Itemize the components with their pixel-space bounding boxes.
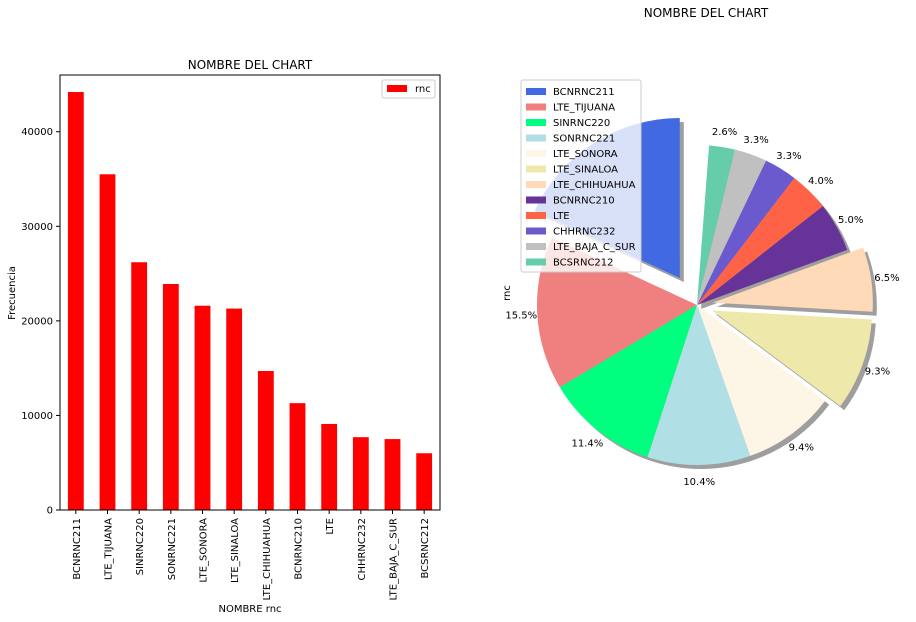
bar [162,283,179,510]
x-tick-label: CHHRNC232 [357,518,368,581]
pie-percent-label: 4.0% [808,176,833,187]
pie-percent-label: 2.6% [712,127,737,138]
bar [194,305,211,510]
bar-chart-title: NOMBRE DEL CHART [188,58,313,72]
pie-legend-swatch [526,150,546,157]
y-tick-label: 30000 [21,222,53,233]
bar-legend: rnc [381,79,436,99]
x-tick-label: LTE_SONORA [199,518,210,583]
pie-legend-label: BCNRNC211 [553,87,615,98]
pie-legend-label: LTE_CHIHUAHUA [553,180,636,191]
pie-slice [697,177,823,305]
pie-chart-title: NOMBRE DEL CHART [644,6,769,20]
pie-legend: BCNRNC211 LTE_TIJUANA SINRNC220 SONRNC221 LT… [520,79,642,273]
bar [226,308,243,510]
pie-legend-swatch [526,165,546,173]
pie-legend-label: LTE_SINALOA [553,165,618,176]
pie-chart: NOMBRE DEL CHART rnc 15.5% 11.4% 10.4% 9.4%… [502,6,900,488]
x-tick-label: SONRNC221 [167,518,178,580]
pie-legend-swatch [526,212,546,219]
bar [67,92,84,511]
pie-percent-label: 5.0% [838,215,863,226]
pie-y-axis-label: rnc [502,285,513,301]
pie-slice [647,305,751,465]
pie-percent-label: 15.5% [505,310,537,321]
pie-legend-swatch [526,227,546,235]
bar-legend-label: rnc [415,84,431,95]
pie-legend-frame [520,79,642,273]
bar [257,370,274,510]
pie-slice [559,305,697,458]
pie-slice [712,310,872,407]
pie-legend-swatch [526,134,546,142]
pie-slice [697,145,735,305]
bar-chart: NOMBRE DEL CHART 0 10000 20000 30000 40000 B… [7,58,441,615]
pie-slice [697,206,848,305]
x-tick-label: SINRNC220 [135,518,146,575]
pie-legend-label: BCNRNC210 [553,196,615,207]
pie-percent-label: 9.4% [789,443,814,454]
x-tick-label: BCNRNC211 [72,518,83,580]
bar [384,439,401,510]
x-tick-label: LTE_TIJUANA [104,518,115,580]
x-tick-label: BCNRNC210 [294,518,305,580]
y-tick-label: 10000 [21,411,53,422]
bar-plot-frame [59,74,441,511]
pie-legend-label: BCSRNC212 [553,258,614,269]
pie-legend-swatch [526,88,546,95]
bar [99,174,116,511]
pie-slices [534,118,873,465]
pie-percent-label: 9.3% [865,367,890,378]
pie-slice [537,237,697,388]
pie-legend-label: LTE_TIJUANA [553,103,615,114]
pie-legend-swatch [526,196,546,204]
pie-percent-label: 11.4% [571,439,603,450]
pie-legend-label: SINRNC220 [553,118,610,129]
bar-y-axis-label: Frecuencia [7,266,18,320]
pie-legend-label: LTE_SONORA [553,149,618,160]
x-tick-label: LTE_SINALOA [230,518,241,583]
bar-legend-swatch [387,85,407,92]
bar-legend-frame [381,79,436,99]
pie-percent-label: 6.5% [874,273,899,284]
bar [321,423,338,510]
bar [352,437,369,510]
bar-x-axis: BCNRNC211 LTE_TIJUANA SINRNC220 SONRNC221 LT… [72,510,431,601]
pie-legend-swatch [526,243,546,250]
y-tick-label: 0 [47,506,53,517]
x-tick-label: LTE_CHIHUAHUA [262,518,273,601]
pie-slice [697,149,767,305]
pie-percent-label: 10.4% [683,477,715,488]
y-tick-label: 40000 [21,127,53,138]
pie-legend-swatch [526,119,546,126]
pie-percent-label: 3.3% [743,135,768,146]
pie-legend-swatch [526,258,546,266]
pie-slice [697,305,826,456]
pie-legend-label: LTE_BAJA_C_SUR [553,242,636,253]
pie-legend-label: SONRNC221 [553,134,615,145]
pie-slice [712,247,873,312]
bar [289,403,306,510]
x-tick-label: LTE [325,518,336,535]
y-tick-label: 20000 [21,316,53,327]
pie-percent-label: 3.3% [776,151,801,162]
pie-slice [697,160,795,305]
bar-x-axis-label: NOMBRE rnc [218,604,281,615]
x-tick-label: BCSRNC212 [420,518,431,579]
bar [131,262,148,510]
x-tick-label: LTE_BAJA_C_SUR [389,518,400,601]
pie-legend-swatch [526,181,546,188]
bar [416,453,433,510]
bar-series-rnc [67,92,433,511]
pie-legend-swatch [526,103,546,111]
bar-y-axis: 0 10000 20000 30000 40000 [21,127,60,517]
pie-percent-labels: 15.5% 11.4% 10.4% 9.4% 9.3% 6.5% 5.0% 4.0% 3.3% 3… [505,127,899,488]
pie-legend-label: LTE [553,211,570,222]
pie-legend-label: CHHRNC232 [553,227,616,238]
